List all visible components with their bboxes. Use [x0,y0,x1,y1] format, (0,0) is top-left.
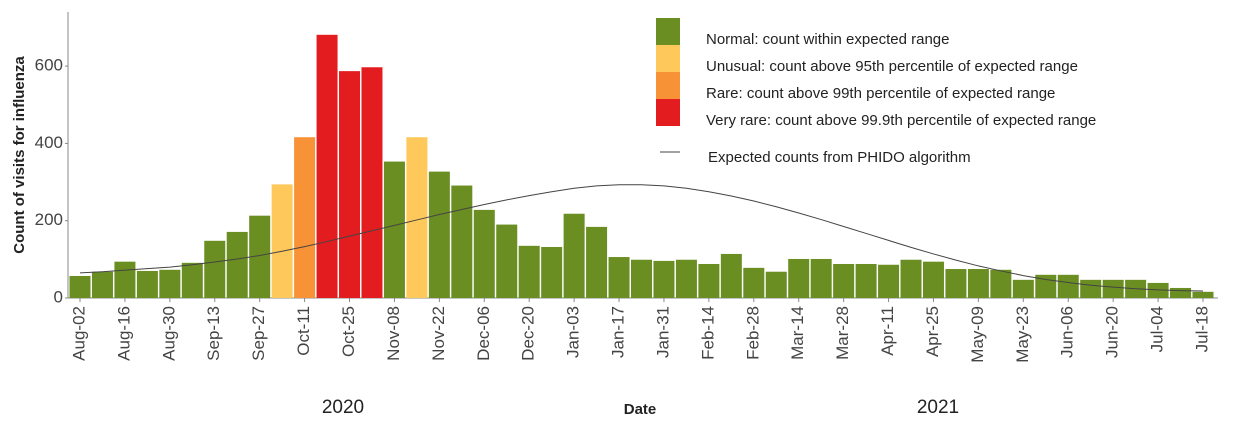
legend-label: Unusual: count above 95th percentile of … [706,58,1078,75]
x-tick-label: Jun-20 [1103,306,1122,358]
x-tick-label: Aug-02 [69,306,88,361]
bar [586,226,608,298]
bar [653,260,675,298]
bar [765,271,787,298]
x-tick-label: Sep-27 [249,306,268,361]
x-tick-label: Jan-03 [564,306,583,358]
bar [855,263,877,298]
legend-label: Normal: count within expected range [706,31,949,48]
bar [631,259,652,298]
bar [91,271,113,298]
bar [675,259,697,298]
x-tick-label: Feb-28 [743,306,762,360]
bar [743,267,765,298]
legend-label: Rare: count above 99th percentile of exp… [706,85,1055,102]
bar [945,269,967,298]
bar [720,253,742,298]
bar [1012,279,1034,298]
bar [878,264,900,298]
x-tick-label: Jan-17 [609,306,628,358]
x-tick-label: Jun-06 [1058,306,1077,358]
x-tick-label: May-09 [968,306,987,363]
x-tick-label: Nov-22 [429,306,448,361]
y-tick-label: 0 [54,287,63,306]
x-tick-label: Aug-30 [159,306,178,361]
bar [114,261,136,298]
bar [1170,287,1192,298]
x-tick-label: Jul-18 [1192,306,1211,352]
bar [1057,274,1079,298]
bar [1147,282,1169,298]
bar [967,269,989,298]
x-tick-label: Oct-25 [339,306,358,357]
x-tick-label: Feb-14 [698,306,717,360]
x-axis-label: Date [624,401,657,418]
bar [496,224,518,298]
bar [922,261,944,298]
y-tick-label: 400 [35,133,63,152]
bar [226,231,248,298]
bar [1102,279,1124,298]
x-tick-label: Jul-04 [1148,306,1167,352]
bar [608,257,630,298]
x-tick-label: Apr-11 [878,306,897,356]
legend-swatch [656,18,680,45]
legend-label: Very rare: count above 99.9th percentile… [706,112,1096,129]
x-tick-label: Oct-11 [294,306,313,356]
bar [518,245,540,298]
x-tick-label: Apr-25 [923,306,942,357]
bar [316,34,338,298]
y-tick-label: 200 [35,210,63,229]
bar [428,171,450,298]
y-tick-label: 600 [35,56,63,75]
bar [563,213,585,298]
bar [406,137,428,298]
year-label: 2021 [917,397,959,418]
bar [271,184,293,298]
x-tick-label: Sep-13 [204,306,223,361]
bar [294,137,316,298]
x-tick-label: Jan-31 [653,306,672,358]
bar [181,262,203,298]
y-axis-label: Count of visits for influenza [11,56,28,254]
bar [1192,291,1214,298]
bar [383,161,405,298]
x-tick-label: Mar-28 [833,306,852,360]
bar [810,258,832,298]
bar [204,240,226,298]
bar [788,258,810,298]
legend-swatch [656,45,680,72]
bar [473,209,495,298]
bar [69,275,91,298]
x-tick-label: Mar-14 [788,306,807,360]
x-tick-label: Dec-20 [519,306,538,361]
legend-swatch [656,99,680,126]
bar [1080,279,1102,298]
bar [451,185,473,298]
x-tick-label: Aug-16 [114,306,133,361]
bar [136,270,158,298]
bar [833,263,855,298]
legend-label: Expected counts from PHIDO algorithm [708,149,971,166]
legend-swatch [656,72,680,99]
x-tick-label: Dec-06 [474,306,493,361]
year-label: 2020 [322,397,364,418]
bar [990,269,1012,298]
x-tick-label: May-23 [1013,306,1032,363]
x-tick-label: Nov-08 [384,306,403,361]
bar [900,259,922,298]
bar [361,67,383,298]
expected-line [79,184,1204,292]
bar [159,269,181,298]
bar [698,263,720,298]
bar [249,215,271,298]
bar [541,246,563,298]
bar [339,71,361,298]
